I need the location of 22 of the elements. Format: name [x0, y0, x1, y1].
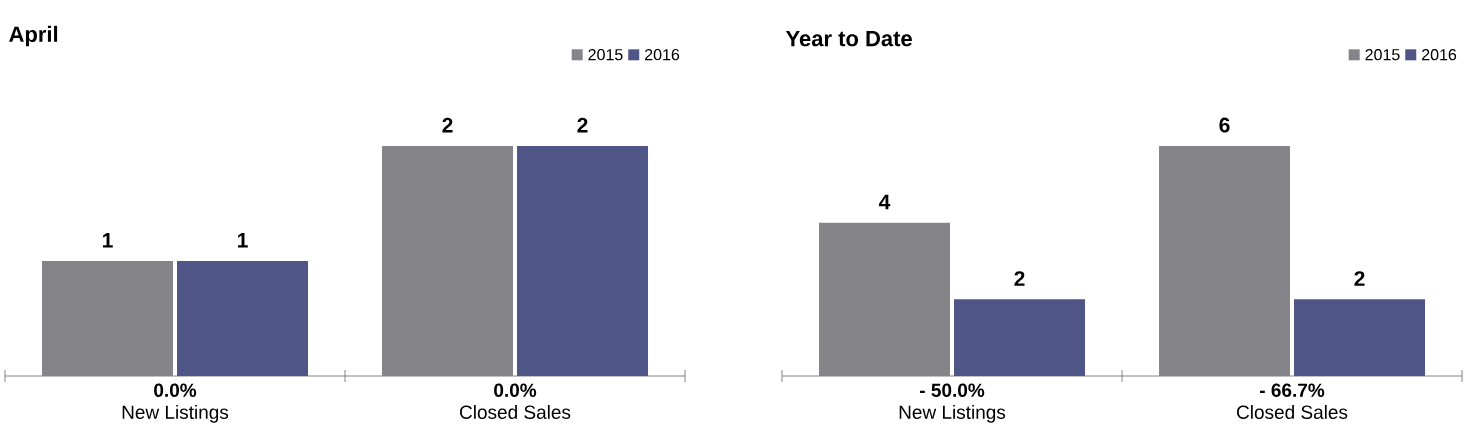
x-tick-label: New Listings: [899, 405, 1006, 423]
data-label: 2: [1354, 271, 1365, 286]
data-label: 6: [1219, 117, 1230, 133]
x-tick-label: Closed Sales: [1237, 405, 1348, 419]
x-tick-label: New Listings: [122, 405, 229, 423]
x-tick-label: Closed Sales: [460, 405, 571, 419]
legend-label: 2015: [588, 48, 623, 61]
chart-title: April: [9, 25, 58, 47]
data-label: 2: [577, 117, 588, 133]
text: - 50.0%: [920, 383, 985, 397]
chart-title: Year to Date: [785, 30, 912, 47]
legend-label: 2016: [1422, 48, 1457, 61]
data-label: 4: [878, 194, 891, 210]
data-label: 2: [442, 117, 453, 133]
text: 0.0%: [494, 383, 537, 397]
text: - 66.7%: [1260, 383, 1325, 397]
legend-label: 2016: [645, 48, 680, 61]
legend-label: 2015: [1365, 48, 1400, 61]
data-label: 1: [238, 233, 248, 248]
text: 0.0%: [154, 383, 197, 397]
data-label: 2: [1014, 271, 1025, 286]
data-label: 1: [103, 233, 113, 248]
